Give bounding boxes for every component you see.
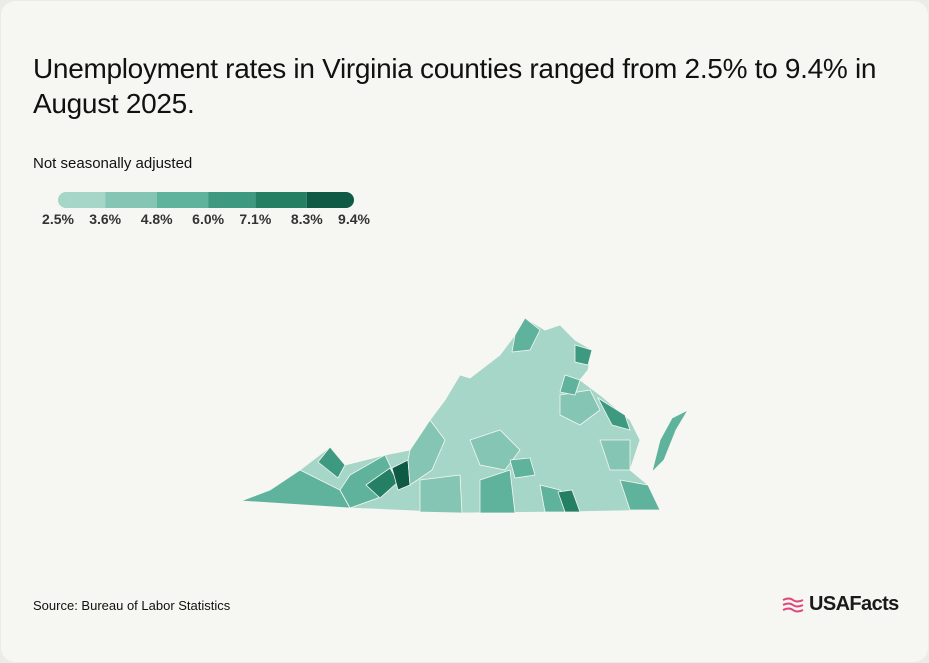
legend-label: 9.4%	[338, 211, 370, 227]
legend-swatch	[208, 192, 256, 208]
county-region	[559, 374, 581, 396]
logo[interactable]: USAFacts	[781, 593, 899, 616]
county-region	[511, 317, 541, 353]
county-region	[419, 474, 463, 514]
logo-icon	[782, 597, 804, 612]
subtitle: Not seasonally adjusted	[33, 155, 193, 172]
county-region	[509, 457, 536, 479]
county-region	[596, 396, 631, 431]
county-region	[599, 439, 631, 471]
legend-label: 3.6%	[89, 211, 121, 227]
title: Unemployment rates in Virginia counties …	[33, 53, 877, 119]
eastern-shore	[651, 409, 690, 474]
legend-label: 7.1%	[239, 211, 271, 227]
legend-swatch	[58, 192, 106, 208]
source: Source: Bureau of Labor Statistics	[33, 598, 231, 613]
legend-swatch	[105, 192, 157, 208]
legend-label: 2.5%	[42, 211, 74, 227]
logo-text: USAFacts	[809, 593, 899, 615]
legend-label: 6.0%	[192, 211, 224, 227]
county-region	[479, 469, 516, 514]
legend-label: 8.3%	[291, 211, 323, 227]
legend: 2.5% 3.6% 4.8% 6.0% 7.1% 8.3% 9.4%	[42, 192, 371, 227]
legend-swatch	[306, 192, 354, 208]
county-region	[574, 344, 593, 366]
county-region	[619, 479, 661, 511]
legend-swatch	[255, 192, 307, 208]
county-region	[317, 446, 346, 479]
virginia-map	[240, 317, 690, 514]
county-region	[407, 419, 446, 486]
legend-label: 4.8%	[141, 211, 173, 227]
county-region	[559, 389, 601, 426]
legend-swatch	[156, 192, 209, 208]
county-region	[557, 489, 581, 513]
